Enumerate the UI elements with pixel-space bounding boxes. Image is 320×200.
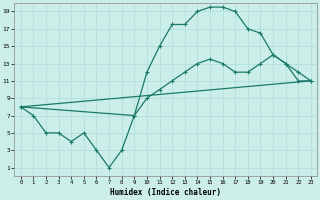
X-axis label: Humidex (Indice chaleur): Humidex (Indice chaleur) — [110, 188, 221, 197]
